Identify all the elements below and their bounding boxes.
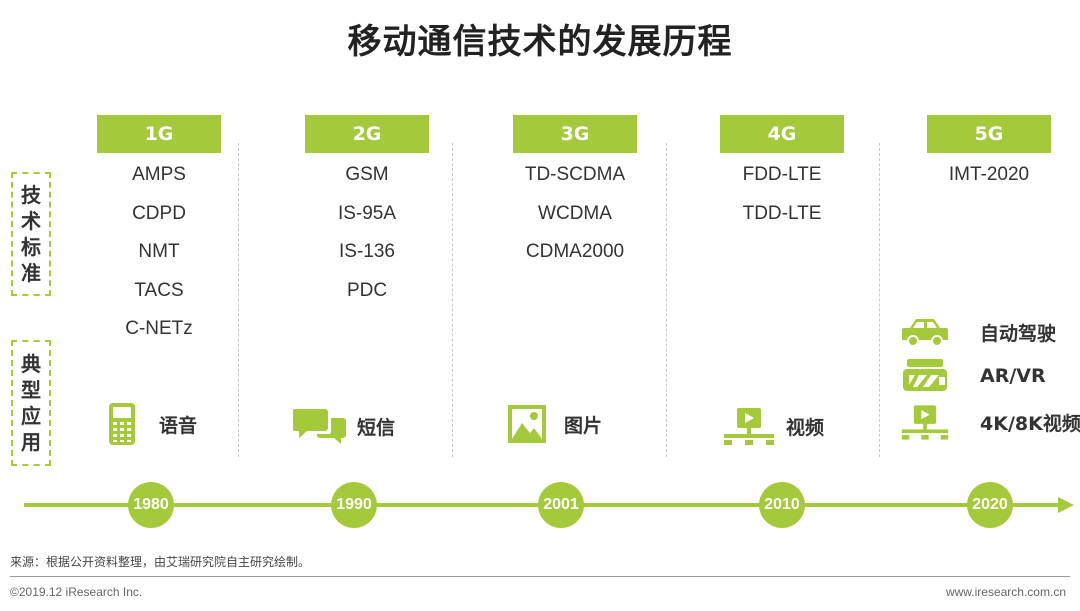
application-label: 语音 [159, 414, 198, 437]
year-node-2010: 2010 [759, 482, 805, 528]
column-divider [238, 143, 239, 457]
picture-icon [500, 402, 554, 446]
car-icon [898, 310, 952, 354]
generation-column-1g: 1G AMPS CDPD NMT TACS C-NETz [97, 115, 221, 356]
generation-header: 3G [513, 115, 637, 153]
application-label: 4K/8K视频 [980, 412, 1080, 435]
video-play-icon [898, 400, 952, 444]
standards-list: FDD-LTE TDD-LTE [720, 163, 844, 240]
application-4g: 视频 [722, 404, 824, 448]
standard-item: TD-SCDMA [524, 164, 626, 185]
column-divider [666, 143, 667, 457]
year-node-2001: 2001 [538, 482, 584, 528]
standards-list: TD-SCDMA WCDMA CDMA2000 [513, 163, 637, 279]
label-char: 准 [21, 261, 41, 285]
column-divider [879, 143, 880, 457]
timeline-arrow-icon [1058, 497, 1074, 513]
label-char: 标 [21, 235, 41, 259]
copyright: ©2019.12 iResearch Inc. [10, 585, 143, 599]
footer-divider [10, 576, 1070, 577]
generation-header: 5G [927, 115, 1051, 153]
generation-column-3g: 3G TD-SCDMA WCDMA CDMA2000 [513, 115, 637, 279]
generation-header: 2G [305, 115, 429, 153]
application-label: 图片 [564, 414, 603, 437]
year-node-2020: 2020 [967, 482, 1013, 528]
standard-item: FDD-LTE [742, 164, 822, 185]
standards-list: AMPS CDPD NMT TACS C-NETz [97, 163, 221, 356]
website-link[interactable]: www.iresearch.com.cn [945, 585, 1066, 599]
label-char: 型 [21, 378, 41, 402]
generation-column-4g: 4G FDD-LTE TDD-LTE [720, 115, 844, 240]
standard-item: GSM [345, 164, 389, 185]
application-label: AR/VR [980, 365, 1046, 387]
standards-list: IMT-2020 [927, 163, 1051, 202]
generation-header: 4G [720, 115, 844, 153]
application-5g-arvr: AR/VR [898, 354, 1046, 398]
typical-applications-label: 典 型 应 用 [11, 340, 51, 466]
standard-item: CDMA2000 [525, 241, 625, 262]
application-label: 短信 [357, 416, 396, 439]
column-divider [452, 143, 453, 457]
generation-column-5g: 5G IMT-2020 [927, 115, 1051, 202]
standard-item: IS-95A [337, 202, 397, 224]
standard-item: PDC [346, 279, 388, 301]
year-node-1980: 1980 [128, 482, 174, 528]
chat-bubbles-icon [293, 404, 347, 448]
source-note: 来源：根据公开资料整理，由艾瑞研究院自主研究绘制。 [10, 555, 311, 569]
label-char: 技 [21, 183, 41, 207]
label-char: 应 [21, 404, 41, 428]
standard-item: IMT-2020 [948, 164, 1030, 185]
application-5g-autonomous-driving: 自动驾驶 [898, 310, 1056, 354]
standard-item: TACS [134, 279, 184, 301]
generation-header: 1G [97, 115, 221, 153]
label-char: 术 [21, 209, 41, 233]
standard-item: NMT [138, 241, 180, 262]
mobile-phone-icon [95, 402, 149, 446]
standards-list: GSM IS-95A IS-136 PDC [305, 163, 429, 317]
standard-item: TDD-LTE [742, 202, 822, 224]
standard-item: WCDMA [538, 202, 612, 224]
standard-item: CDPD [132, 202, 186, 224]
application-label: 视频 [786, 416, 825, 439]
video-play-icon [722, 404, 776, 448]
standard-item: AMPS [132, 164, 186, 185]
application-1g: 语音 [95, 402, 197, 446]
label-char: 用 [21, 430, 41, 454]
page-title: 移动通信技术的发展历程 [347, 22, 733, 62]
year-node-1990: 1990 [331, 482, 377, 528]
standard-item: IS-136 [339, 241, 395, 262]
label-char: 典 [21, 352, 41, 376]
generation-column-2g: 2G GSM IS-95A IS-136 PDC [305, 115, 429, 317]
tech-standards-label: 技 术 标 准 [11, 172, 51, 296]
standard-item: C-NETz [125, 318, 193, 339]
application-label: 自动驾驶 [980, 322, 1057, 345]
application-5g-video: 4K/8K视频 [898, 400, 1080, 444]
application-3g: 图片 [500, 402, 602, 446]
vr-headset-icon [898, 354, 952, 398]
application-2g: 短信 [293, 404, 395, 448]
